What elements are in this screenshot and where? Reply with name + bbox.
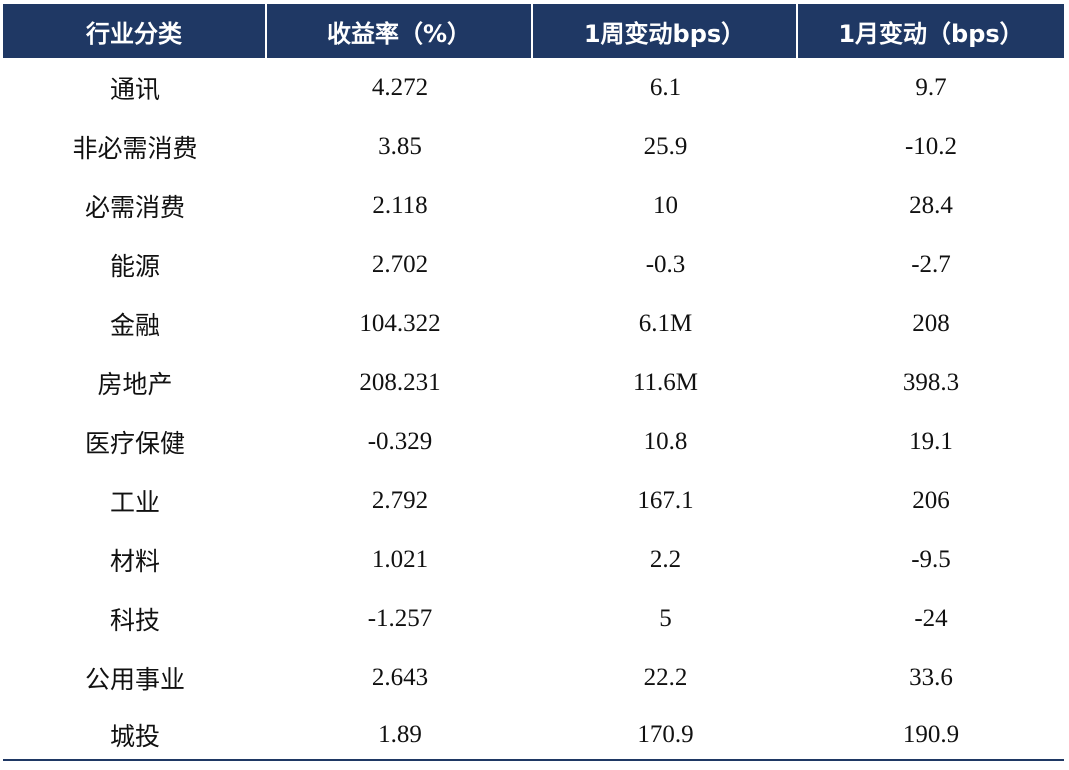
month-change-cell: 208 [912,309,950,337]
month-change-cell: -2.7 [911,250,951,278]
header-industry: 行业分类 [3,4,267,58]
yield-cell: 1.89 [378,721,422,748]
month-change-cell: 33.6 [909,663,953,691]
header-yield: 收益率（%） [267,4,533,58]
yield-cell: 2.643 [371,663,429,691]
category-cell: 必需消费 [84,192,185,222]
month-change-cell: 28.4 [909,191,953,219]
category-cell: 医疗保健 [84,428,185,458]
table-row: 公用事业 2.643 22.2 33.6 [3,648,1064,707]
table-row: 能源 2.702 -0.3 -2.7 [3,235,1064,294]
yield-cell: 4.272 [371,73,429,101]
yield-cell: 2.792 [371,486,429,514]
category-cell: 非必需消费 [72,133,198,163]
week-change-cell: -0.3 [645,250,686,278]
table-row: 科技 -1.257 5 -24 [3,589,1064,648]
table-header: 行业分类 收益率（%） 1周变动bps） 1月变动（bps） [3,4,1064,58]
week-change-cell: 2.2 [649,545,682,573]
month-change-cell: 9.7 [915,73,947,101]
table-row: 通讯 4.272 6.1 9.7 [3,58,1064,117]
table-row: 材料 1.021 2.2 -9.5 [3,530,1064,589]
week-change-cell: 6.1 [649,73,682,101]
category-cell: 材料 [109,546,160,576]
month-change-cell: 19.1 [909,427,953,455]
month-change-cell: -9.5 [911,545,951,573]
week-change-cell: 6.1M [638,309,693,337]
header-row: 行业分类 收益率（%） 1周变动bps） 1月变动（bps） [3,4,1064,58]
category-cell: 金融 [109,310,160,340]
category-cell: 房地产 [97,369,173,399]
yield-cell: 3.85 [378,132,422,160]
yield-cell: -0.329 [367,427,433,455]
category-cell: 能源 [109,251,160,281]
yield-cell: -1.257 [367,604,433,632]
table-row: 金融 104.322 6.1M 208 [3,294,1064,353]
week-change-cell: 10 [653,191,678,219]
table-bottom-rule [3,759,1064,761]
month-change-cell: -24 [914,604,948,632]
table-row: 医疗保健 -0.329 10.8 19.1 [3,412,1064,471]
header-month-change: 1月变动（bps） [798,4,1064,58]
table-row: 工业 2.792 167.1 206 [3,471,1064,530]
table-row: 必需消费 2.118 10 28.4 [3,176,1064,235]
week-change-cell: 5 [659,604,672,632]
yield-cell: 2.118 [372,191,428,219]
industry-yield-table: 行业分类 收益率（%） 1周变动bps） 1月变动（bps） 通讯 4.272 … [3,4,1064,763]
week-change-cell: 10.8 [643,427,688,455]
week-change-cell: 11.6M [632,368,699,396]
category-cell: 科技 [109,605,160,635]
category-cell: 城投 [109,722,160,751]
yield-cell: 2.702 [371,250,429,278]
category-cell: 通讯 [109,74,160,104]
week-change-cell: 25.9 [643,132,688,160]
category-cell: 公用事业 [84,664,185,694]
month-change-cell: -10.2 [904,132,958,160]
table-row: 非必需消费 3.85 25.9 -10.2 [3,117,1064,176]
month-change-cell: 398.3 [902,368,960,396]
category-cell: 工业 [109,487,160,517]
table-row: 城投 1.89 170.9 190.9 [3,707,1064,763]
week-change-cell: 22.2 [643,663,688,691]
week-change-cell: 167.1 [637,486,694,514]
yield-cell: 104.322 [359,309,441,337]
month-change-cell: 190.9 [902,721,960,748]
yield-cell: 208.231 [359,368,441,396]
table-row: 房地产 208.231 11.6M 398.3 [3,353,1064,412]
header-week-change: 1周变动bps） [533,4,798,58]
yield-cell: 1.021 [371,545,429,573]
table-body: 通讯 4.272 6.1 9.7 非必需消费 3.85 25.9 -10.2 必… [3,58,1064,763]
week-change-cell: 170.9 [637,721,694,748]
month-change-cell: 206 [912,486,950,514]
